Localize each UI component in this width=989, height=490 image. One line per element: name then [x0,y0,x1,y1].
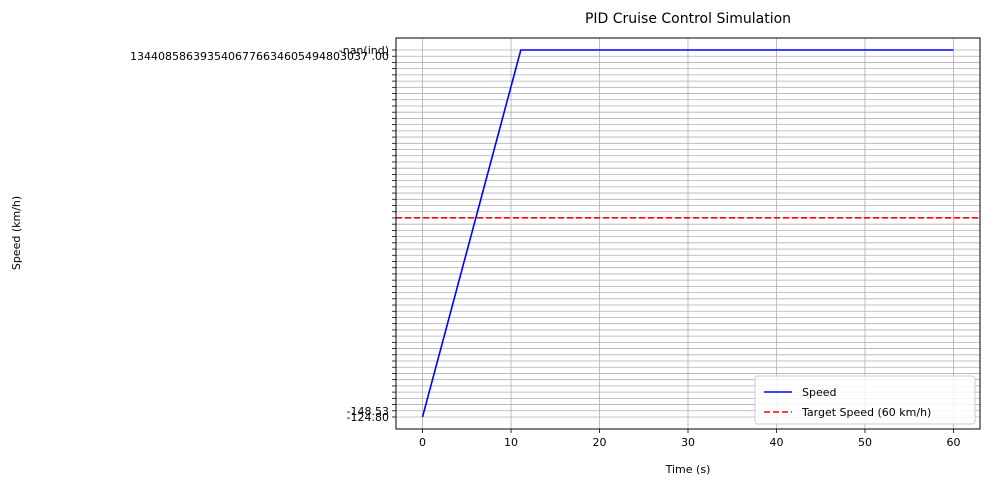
x-tick-label: 0 [419,436,426,449]
x-tick-label: 40 [769,436,783,449]
y-tick-label: -124.80 [347,411,389,424]
y-axis-label: Speed (km/h) [10,196,23,270]
speed-line [421,49,954,418]
legend-box [754,375,976,425]
x-axis-label: Time (s) [665,463,711,476]
x-tick-label: 60 [946,436,960,449]
x-tick-label: 50 [858,436,872,449]
y-tick-label: -148.53 [347,405,389,418]
x-axis-ticks: 0 10 20 30 40 50 60 [419,429,960,449]
y-tick-label: 1344085863935406776634605494803037 .00 [130,50,389,63]
legend-label-target: Target Speed (60 km/h) [801,406,931,419]
x-tick-label: 30 [681,436,695,449]
x-tick-label: 20 [593,436,607,449]
series-layer [396,49,980,418]
chart-title: PID Cruise Control Simulation [585,11,791,27]
x-tick-label: 10 [504,436,518,449]
y-axis-ticks: -124.80-148.53 -nan(ind)13440858639354067… [130,44,396,424]
plot-frame [395,37,981,430]
legend: Speed Target Speed (60 km/h) [754,375,976,425]
grid-lines [396,38,980,429]
legend-label-speed: Speed [802,386,836,399]
y-tick-label: -nan(ind) [339,44,389,57]
